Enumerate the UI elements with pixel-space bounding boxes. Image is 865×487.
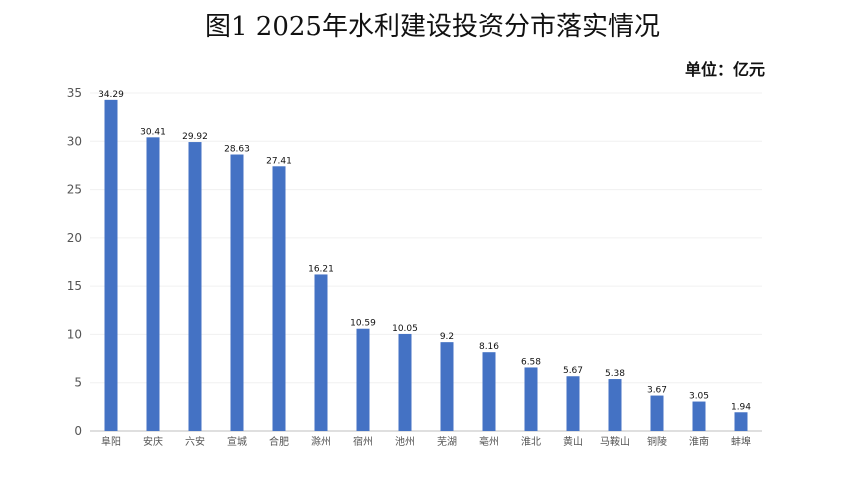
bar xyxy=(440,342,454,431)
data-label: 1.94 xyxy=(731,402,751,412)
x-tick-label: 池州 xyxy=(395,435,415,448)
x-tick-label: 铜陵 xyxy=(647,436,667,448)
y-tick-label: 35 xyxy=(67,86,82,100)
data-label: 8.16 xyxy=(479,342,499,352)
x-tick-label: 亳州 xyxy=(479,435,499,448)
data-label: 34.29 xyxy=(98,90,124,100)
data-label: 10.59 xyxy=(350,319,376,329)
chart-title: 图1 2025年水利建设投资分市落实情况 xyxy=(205,12,660,42)
unit-label: 单位：亿元 xyxy=(684,60,765,79)
x-tick-label: 滁州 xyxy=(311,435,331,448)
y-tick-label: 20 xyxy=(67,231,82,245)
data-label: 5.38 xyxy=(605,369,625,379)
data-label: 9.2 xyxy=(440,332,454,342)
data-label: 28.63 xyxy=(224,145,250,155)
bar xyxy=(272,166,286,431)
y-tick-label: 10 xyxy=(67,327,82,341)
data-label: 10.05 xyxy=(392,324,418,334)
bar xyxy=(104,99,118,432)
bar xyxy=(314,274,328,431)
data-label: 30.41 xyxy=(140,127,166,137)
data-label: 5.67 xyxy=(563,366,583,376)
x-tick-label: 宿州 xyxy=(353,435,373,448)
y-tick-label: 30 xyxy=(67,134,82,148)
bar xyxy=(146,137,160,431)
x-tick-label: 淮北 xyxy=(521,436,541,448)
x-tick-label: 蚌埠 xyxy=(731,435,751,448)
bar xyxy=(650,395,664,431)
data-label: 6.58 xyxy=(521,357,541,367)
bar xyxy=(482,352,496,431)
data-label: 29.92 xyxy=(182,132,208,142)
data-label: 3.67 xyxy=(647,386,667,396)
y-tick-label: 0 xyxy=(74,424,82,438)
x-tick-label: 合肥 xyxy=(269,435,289,448)
x-tick-label: 阜阳 xyxy=(101,435,121,448)
x-tick-label: 芜湖 xyxy=(437,435,457,448)
bar xyxy=(188,142,202,431)
bar xyxy=(566,376,580,431)
x-tick-label: 安庆 xyxy=(143,435,163,448)
bar xyxy=(608,379,622,431)
y-tick-label: 5 xyxy=(74,376,82,390)
x-tick-label: 淮南 xyxy=(689,435,709,448)
data-label: 16.21 xyxy=(308,264,334,274)
bar xyxy=(230,154,244,432)
bar xyxy=(692,401,706,431)
x-tick-label: 宣城 xyxy=(227,435,247,448)
data-label: 3.05 xyxy=(689,392,709,402)
bar xyxy=(734,412,748,431)
x-tick-label: 黄山 xyxy=(563,435,583,448)
bar xyxy=(356,328,370,431)
y-tick-label: 25 xyxy=(67,183,82,197)
y-tick-label: 15 xyxy=(67,279,82,293)
x-tick-label: 马鞍山 xyxy=(600,435,630,448)
data-label: 27.41 xyxy=(266,156,292,166)
x-tick-label: 六安 xyxy=(185,435,205,448)
bar xyxy=(398,333,412,431)
bar xyxy=(524,367,538,431)
